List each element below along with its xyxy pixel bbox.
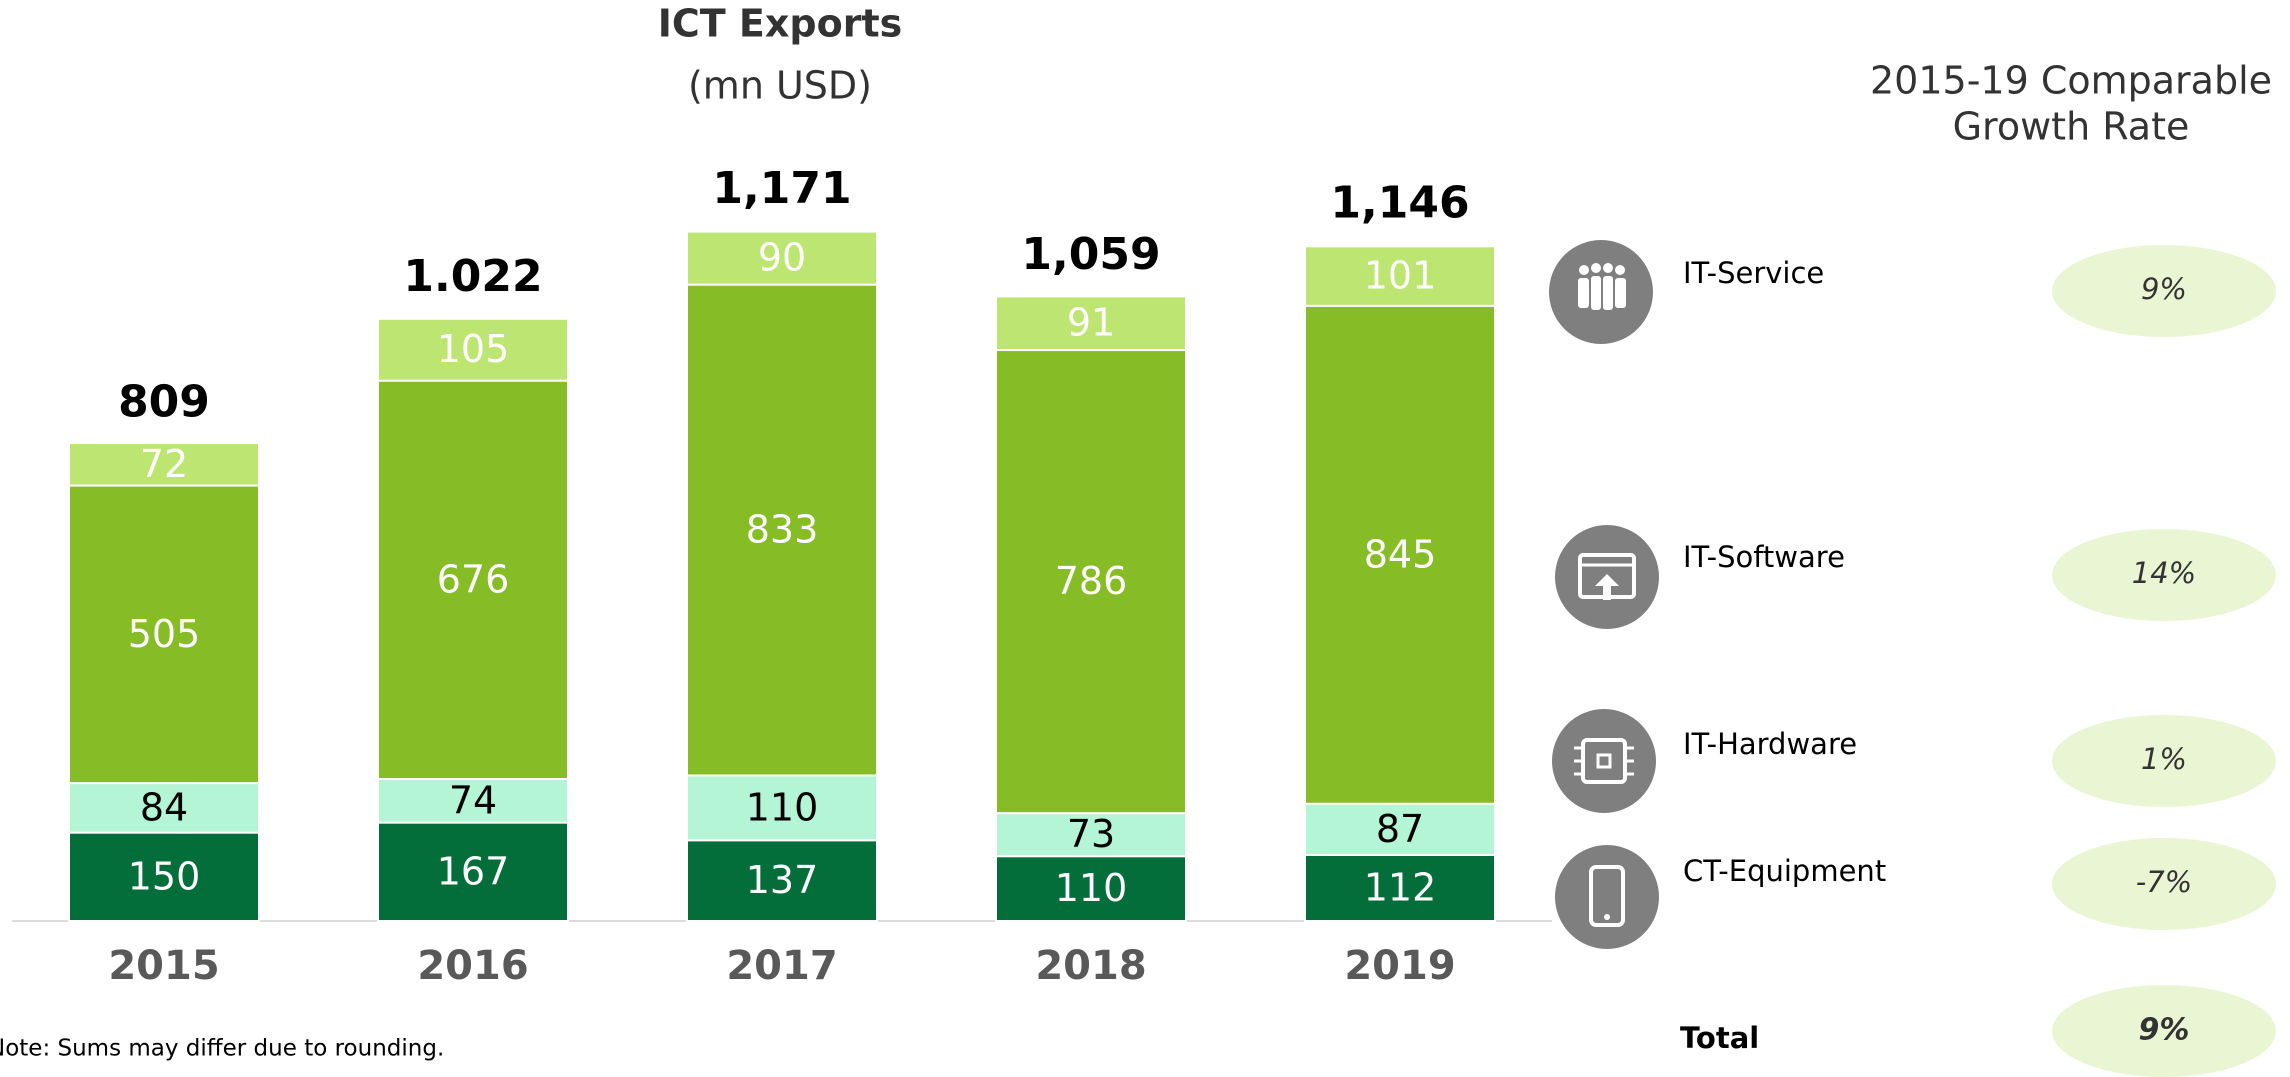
growth-rate: 1% [2141,742,2187,776]
growth-name: IT-Software [1683,540,1845,574]
growth-bubble [2052,715,2276,807]
icon-ct-equipment [1555,845,1659,949]
growth-rate: 9% [2141,272,2187,306]
total-label: 1.022 [403,251,542,302]
segment-label: 72 [140,442,188,486]
bar-segment [377,777,569,824]
total-label: 809 [118,376,210,427]
bar-segment [995,349,1187,815]
bar-segment [995,295,1187,352]
bar-segment [686,283,878,777]
icon-it-software [1555,525,1659,629]
total-label: 1,171 [712,163,851,214]
bar-segment [68,484,260,785]
growth-bubble [2052,838,2276,930]
x-tick-label: 2018 [1035,943,1146,989]
bar-segment [1304,854,1496,923]
bar-segment [1304,802,1496,857]
growth-name: IT-Service [1683,256,1824,290]
segment-label: 110 [1055,866,1128,910]
segment-label: 101 [1364,254,1437,298]
segment-label: 112 [1364,866,1437,910]
segment-label: 845 [1364,532,1437,576]
x-tick-label: 2017 [726,943,837,989]
growth-total-rate: 9% [2139,1013,2190,1048]
icon-it-service [1549,240,1653,344]
growth-title: 2015-19 Comparable [1870,59,2272,103]
segment-label: 150 [128,854,201,898]
segment-label: 91 [1067,301,1115,345]
segment-label: 833 [746,508,819,552]
segment-label: 87 [1376,807,1424,851]
segment-label: 167 [437,849,510,893]
growth-bubble [2052,529,2276,621]
chart-title: ICT Exports [658,2,902,46]
growth-rate: -7% [2136,865,2192,899]
growth-total-name: Total [1680,1021,1759,1055]
segment-label: 786 [1055,559,1128,603]
note: Note: Sums may differ due to rounding. [0,1036,444,1062]
bar-segment [686,230,878,286]
x-tick-label: 2016 [417,943,528,989]
segment-label: 73 [1067,812,1115,856]
bar-segment [686,774,878,842]
bar-segment [1304,245,1496,307]
growth-name: CT-Equipment [1683,854,1886,888]
segment-label: 110 [746,785,819,829]
icon-it-hardware [1552,709,1656,813]
segment-label: 90 [758,236,806,280]
segment-label: 137 [746,858,819,902]
total-label: 1,059 [1021,229,1160,280]
total-label: 1,146 [1330,178,1469,229]
chart-subtitle: (mn USD) [688,64,872,108]
growth-bubble [2052,985,2276,1077]
growth-bubble [2052,245,2276,337]
segment-label: 84 [140,785,188,829]
bar-segment [1304,304,1496,805]
bar-segment [68,831,260,922]
x-tick-label: 2019 [1344,943,1455,989]
growth-rate: 14% [2132,556,2196,590]
bar-segment [68,442,260,487]
bar-segment [686,839,878,923]
segment-label: 676 [437,557,510,601]
growth-title: Growth Rate [1953,105,2190,149]
bar-segment [377,379,569,780]
x-tick-label: 2015 [108,943,219,989]
segment-label: 505 [128,612,201,656]
growth-name: IT-Hardware [1683,727,1857,761]
bar-segment [377,317,569,382]
segment-label: 74 [449,778,497,822]
segment-label: 105 [437,327,510,371]
